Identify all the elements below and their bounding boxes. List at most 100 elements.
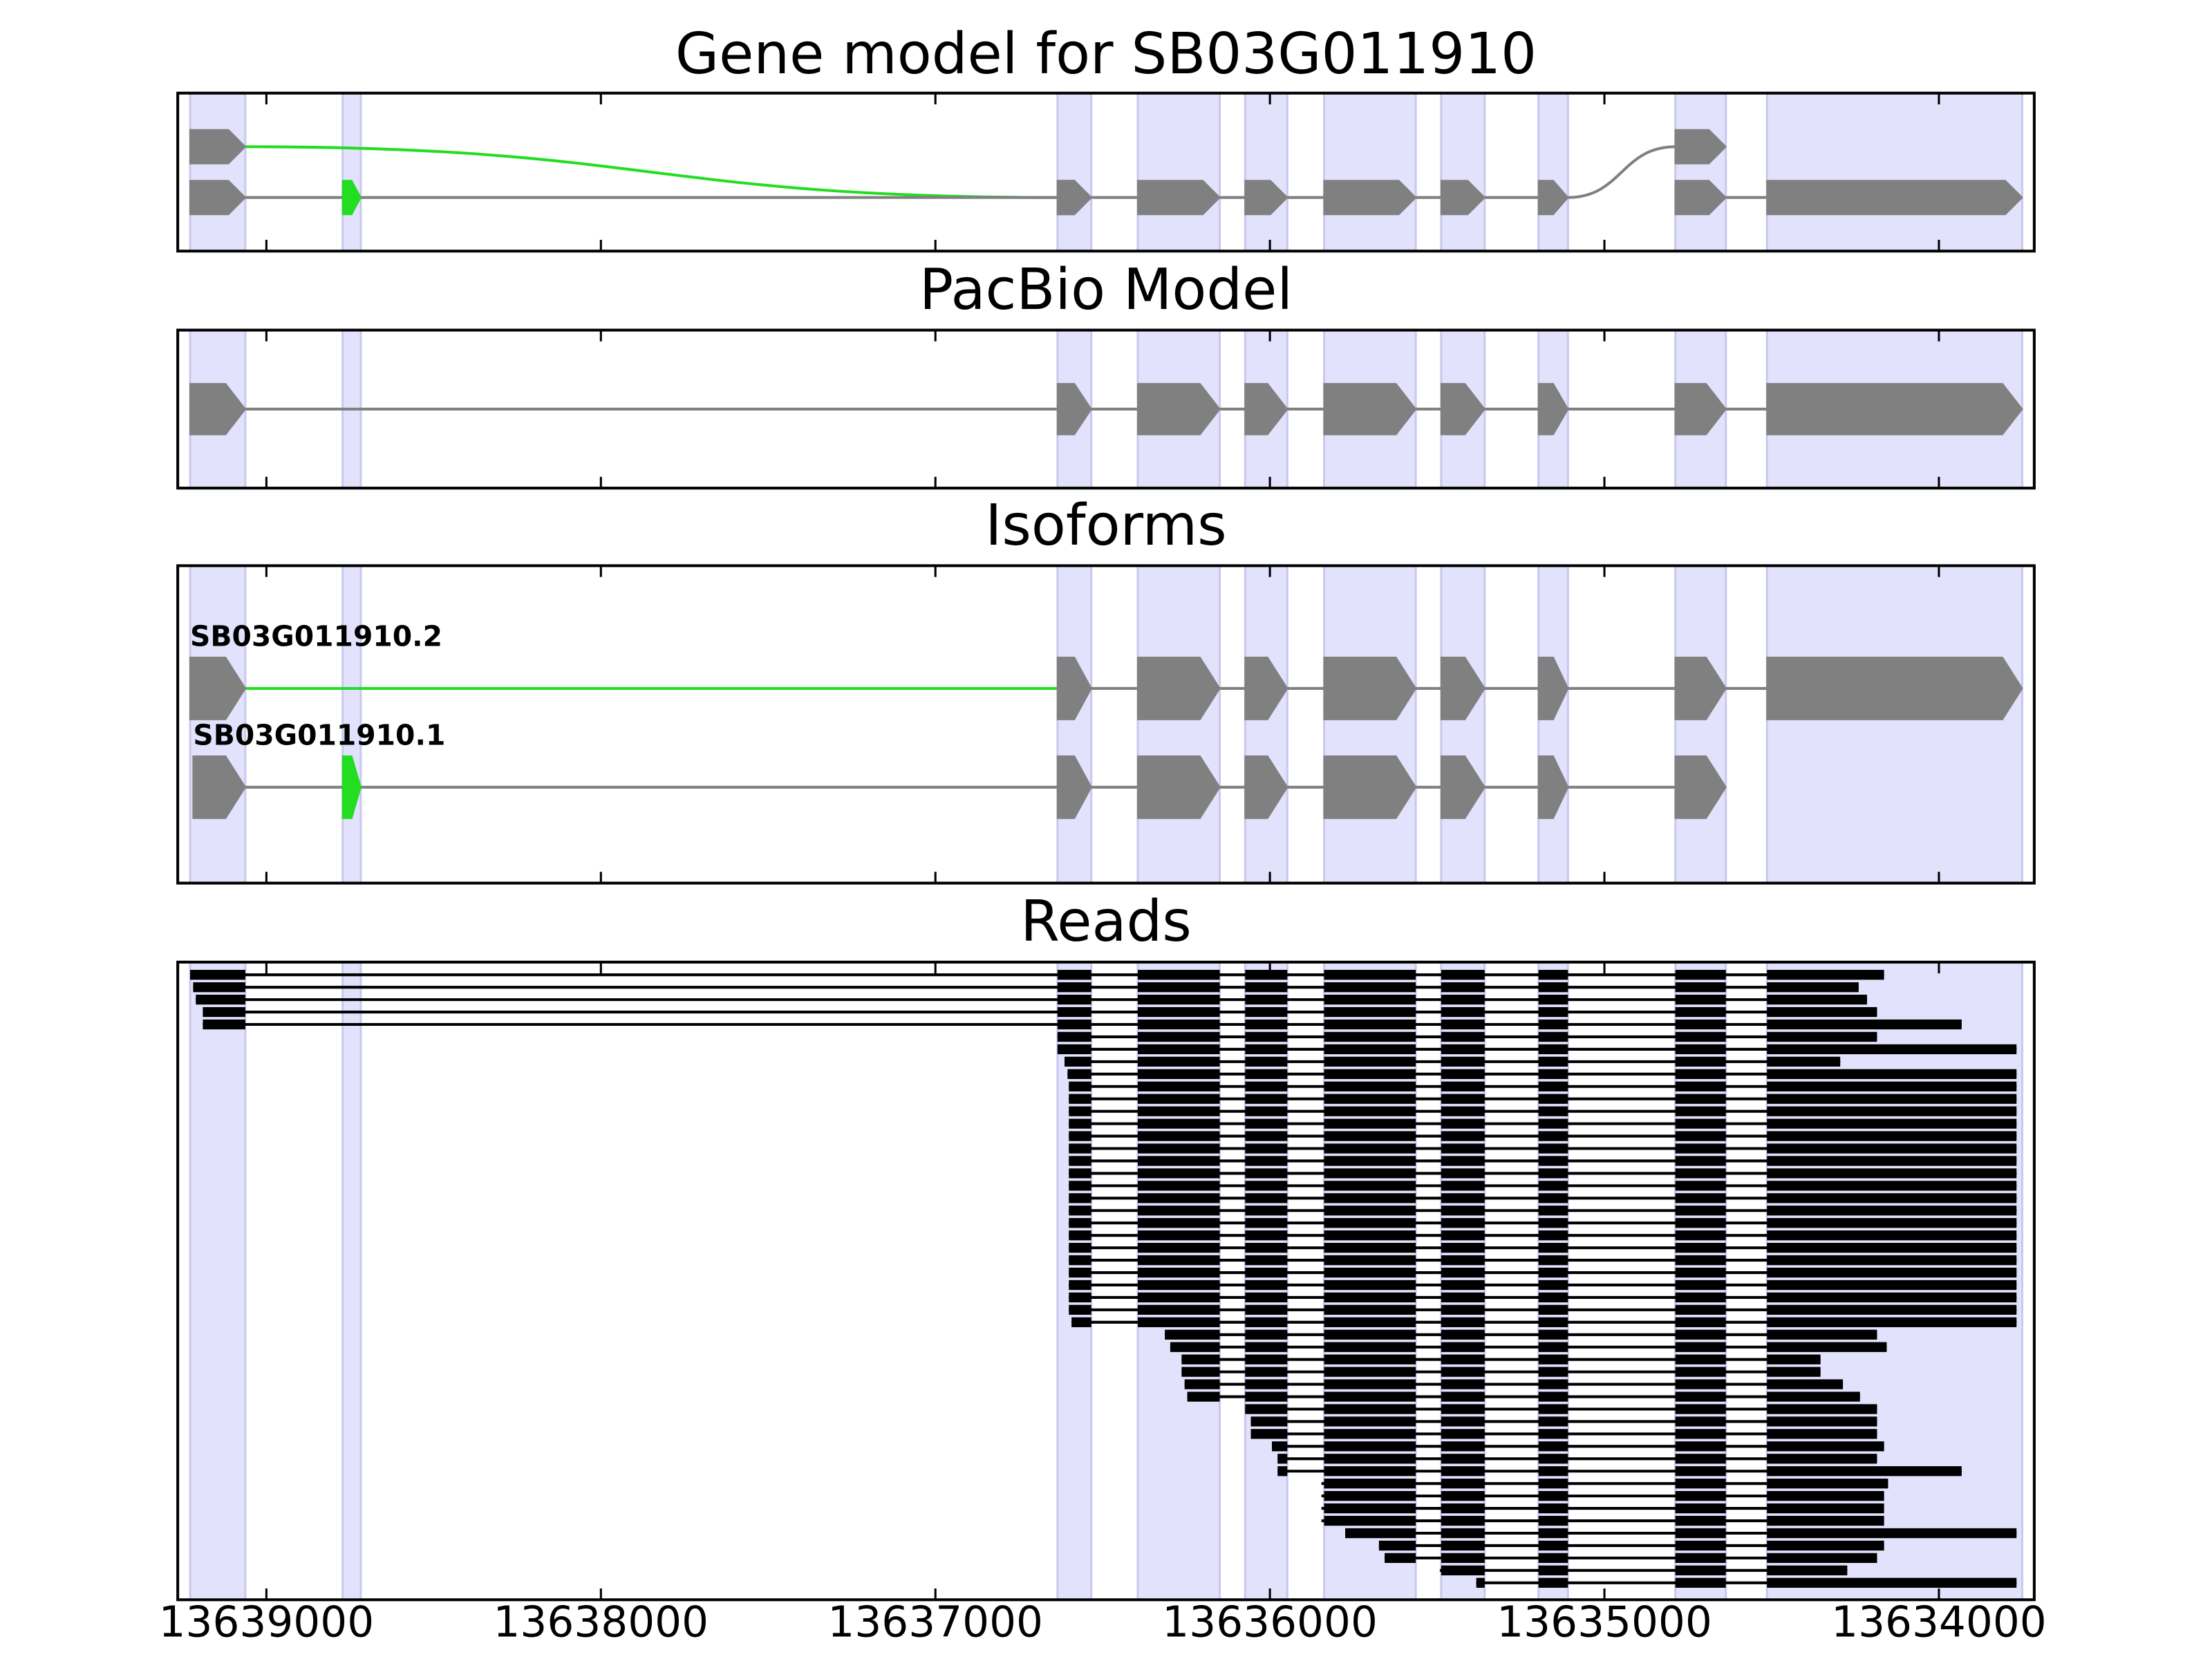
exon-region bbox=[1440, 564, 1486, 885]
read-block bbox=[1441, 1255, 1485, 1266]
read-block bbox=[1245, 1230, 1288, 1241]
read-block bbox=[1324, 1242, 1416, 1253]
read-block bbox=[1137, 1019, 1220, 1030]
read-block bbox=[1675, 1441, 1726, 1452]
read-block bbox=[1767, 1528, 2017, 1539]
read-block bbox=[1324, 1490, 1416, 1501]
read-block bbox=[1324, 1503, 1416, 1514]
read-block bbox=[1245, 1255, 1288, 1266]
read-block bbox=[1441, 1267, 1485, 1278]
read-block bbox=[1324, 982, 1416, 993]
read-block bbox=[1441, 1242, 1485, 1253]
read-block bbox=[1324, 1094, 1416, 1104]
read-block bbox=[1441, 1131, 1485, 1141]
x-tick-label: 13634000 bbox=[1831, 1597, 2047, 1647]
read-block bbox=[1538, 1031, 1568, 1042]
exon-region bbox=[1674, 564, 1727, 885]
read-block bbox=[1324, 1069, 1416, 1079]
read-block bbox=[1767, 1565, 1848, 1575]
read-block bbox=[1069, 1131, 1091, 1141]
read-block bbox=[1675, 994, 1726, 1005]
read-block bbox=[1538, 1181, 1568, 1191]
read-block bbox=[1137, 1267, 1220, 1278]
read-block bbox=[193, 982, 245, 993]
read-block bbox=[1538, 1454, 1568, 1464]
read-block bbox=[1675, 1479, 1726, 1489]
read-block bbox=[1324, 1168, 1416, 1179]
read-block bbox=[1538, 1094, 1568, 1104]
exon-region bbox=[1244, 92, 1288, 252]
exon bbox=[1766, 383, 2023, 435]
x-tick-label: 13639000 bbox=[159, 1597, 375, 1647]
exon bbox=[1056, 657, 1092, 720]
read-block bbox=[1069, 1242, 1091, 1253]
read-block bbox=[1069, 1081, 1091, 1091]
read-block bbox=[1675, 1031, 1726, 1042]
read-block bbox=[1324, 1429, 1416, 1439]
read-block bbox=[1767, 1429, 1877, 1439]
read-block bbox=[1538, 1156, 1568, 1166]
read-block bbox=[1245, 1218, 1288, 1228]
read-block bbox=[1245, 1329, 1288, 1340]
read-block bbox=[1767, 1540, 1884, 1551]
read-block bbox=[1767, 1304, 2017, 1315]
read-block bbox=[1538, 1329, 1568, 1340]
read-block bbox=[1137, 1131, 1220, 1141]
read-block bbox=[1324, 1267, 1416, 1278]
read-block bbox=[1767, 1490, 1884, 1501]
read-block bbox=[1441, 970, 1485, 980]
read-block bbox=[1441, 1006, 1485, 1018]
read-block bbox=[1767, 1044, 2017, 1055]
read-block bbox=[1476, 1577, 1485, 1588]
read-block bbox=[1675, 1367, 1726, 1377]
read-block bbox=[1767, 1329, 1877, 1340]
read-block bbox=[1675, 1329, 1726, 1340]
read-block bbox=[1245, 1206, 1288, 1216]
read-block bbox=[1538, 1342, 1568, 1352]
panel-frame bbox=[176, 91, 2036, 253]
read-block bbox=[1767, 1081, 2017, 1091]
panel-title: Gene model for SB03G011910 bbox=[675, 21, 1537, 87]
read-block bbox=[1675, 1081, 1726, 1091]
read-block bbox=[1324, 1131, 1416, 1141]
exon bbox=[1674, 180, 1727, 216]
read-block bbox=[1538, 1577, 1568, 1588]
read-block bbox=[1767, 1106, 2017, 1116]
read-block bbox=[1187, 1391, 1220, 1402]
panel-title: PacBio Model bbox=[919, 257, 1293, 323]
read-block bbox=[1538, 1317, 1568, 1327]
read-block bbox=[1324, 1391, 1416, 1402]
read-block bbox=[1538, 1193, 1568, 1203]
read-block bbox=[1441, 1081, 1485, 1091]
read-block bbox=[1441, 1354, 1485, 1365]
read-block bbox=[1385, 1553, 1416, 1564]
exon-region bbox=[1537, 564, 1569, 885]
read-block bbox=[1538, 1441, 1568, 1452]
exon-region bbox=[1136, 92, 1221, 252]
read-block bbox=[1324, 1367, 1416, 1377]
read-block bbox=[190, 970, 245, 980]
read-block bbox=[1378, 1540, 1416, 1551]
read-block bbox=[1441, 1367, 1485, 1377]
read-block bbox=[1324, 1118, 1416, 1129]
read-block bbox=[1137, 1280, 1220, 1291]
exon bbox=[1674, 755, 1727, 819]
read-block bbox=[1441, 1515, 1485, 1526]
read-block bbox=[1324, 1317, 1416, 1327]
read-block bbox=[1538, 1354, 1568, 1365]
read-block bbox=[1245, 1106, 1288, 1116]
read-block bbox=[1250, 1416, 1288, 1427]
read-block bbox=[1441, 1206, 1485, 1216]
read-block bbox=[1324, 1181, 1416, 1191]
exon bbox=[1674, 383, 1727, 435]
read-block bbox=[1767, 1479, 1888, 1489]
read-block bbox=[1324, 1515, 1416, 1526]
read-block bbox=[1767, 1354, 1821, 1365]
read-block bbox=[1324, 1416, 1416, 1427]
read-block bbox=[1069, 1193, 1091, 1203]
read-block bbox=[1245, 1342, 1288, 1352]
read-block bbox=[1057, 1044, 1091, 1055]
exon bbox=[1537, 180, 1569, 216]
read-block bbox=[1767, 1006, 1877, 1018]
